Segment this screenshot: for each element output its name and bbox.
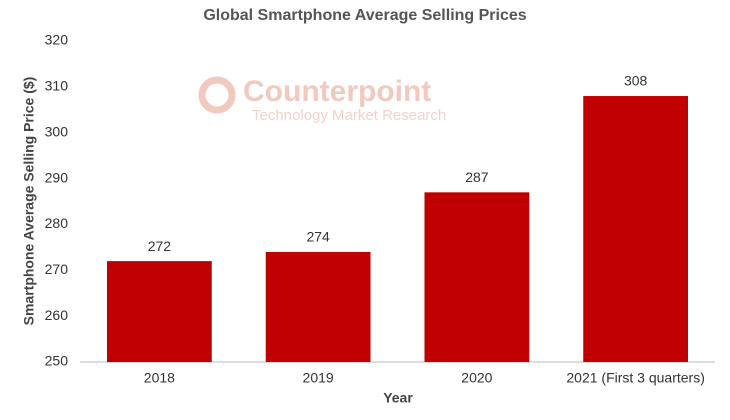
data-label: 308 bbox=[624, 73, 648, 89]
x-tick-label: 2020 bbox=[461, 370, 492, 386]
y-tick-label: 320 bbox=[45, 32, 69, 48]
data-label: 287 bbox=[465, 169, 489, 185]
y-tick-label: 290 bbox=[45, 169, 69, 185]
data-label: 272 bbox=[148, 238, 172, 254]
y-tick-label: 300 bbox=[45, 123, 69, 139]
y-tick-label: 310 bbox=[45, 78, 69, 94]
y-tick-label: 270 bbox=[45, 261, 69, 277]
y-tick-label: 260 bbox=[45, 307, 69, 323]
bar bbox=[106, 261, 212, 362]
x-tick-label: 2021 (First 3 quarters) bbox=[566, 370, 705, 386]
bar bbox=[424, 192, 530, 362]
watermark-tagline: Technology Market Research bbox=[252, 107, 446, 124]
x-tick-label: 2019 bbox=[303, 370, 334, 386]
watermark-logo bbox=[198, 76, 236, 114]
y-tick-label: 280 bbox=[45, 215, 69, 231]
x-tick-label: 2018 bbox=[144, 370, 175, 386]
bar bbox=[265, 251, 371, 362]
bar bbox=[583, 96, 689, 363]
chart-title: Global Smartphone Average Selling Prices bbox=[203, 7, 526, 24]
y-tick-label: 250 bbox=[45, 353, 69, 369]
watermark: Counterpoint Technology Market Research bbox=[198, 75, 446, 124]
watermark-name: Counterpoint bbox=[243, 75, 431, 108]
data-label: 274 bbox=[306, 229, 330, 245]
x-axis-title: Year bbox=[383, 390, 413, 406]
y-axis-title: Smartphone Average Selling Price ($) bbox=[21, 77, 37, 326]
